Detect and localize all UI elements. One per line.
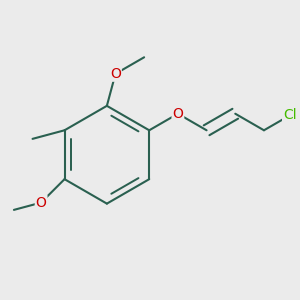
Text: O: O (172, 107, 183, 121)
Text: Cl: Cl (283, 108, 297, 122)
Text: O: O (110, 67, 121, 81)
Text: O: O (36, 196, 46, 210)
